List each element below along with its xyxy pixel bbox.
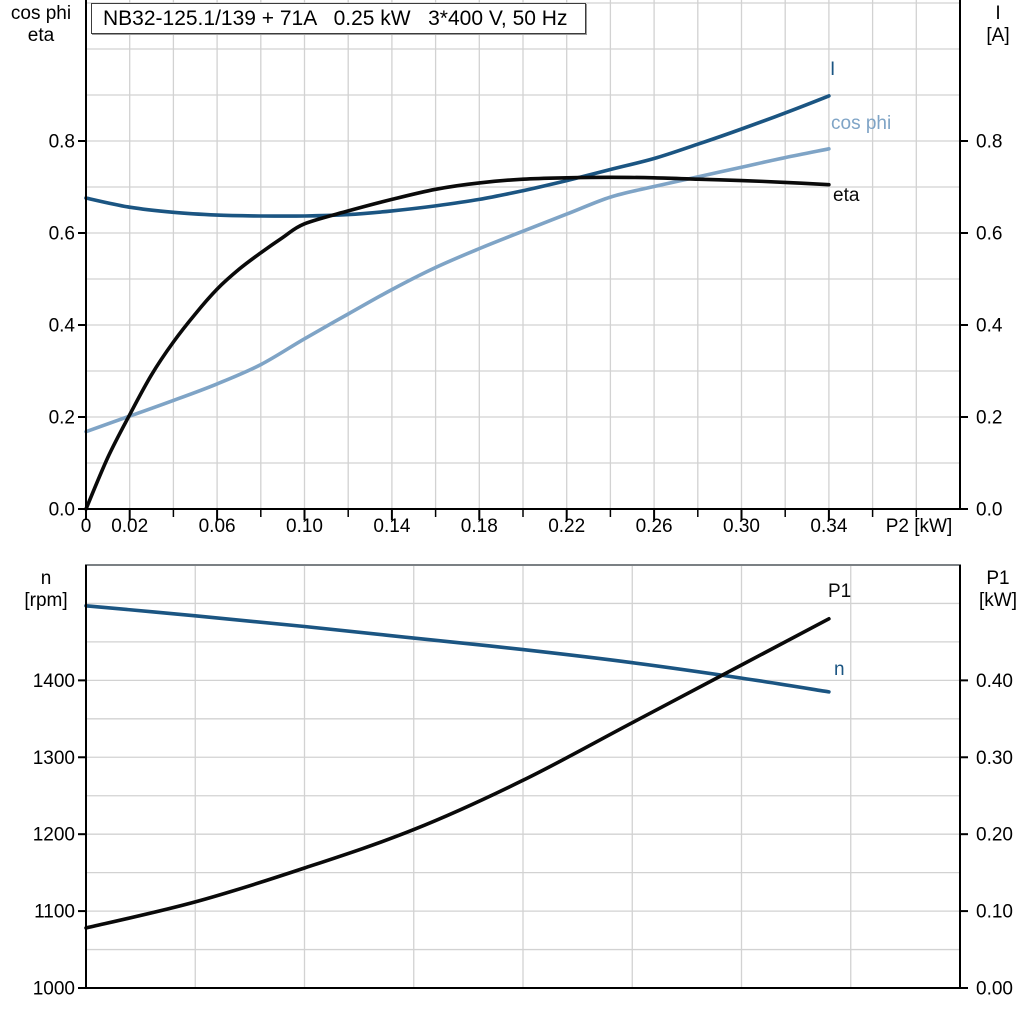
tick-label: 0.10 bbox=[976, 902, 1013, 923]
tick-label: 0.26 bbox=[636, 516, 673, 537]
tick-label: 0.6 bbox=[976, 224, 1002, 245]
tick-label: 0.18 bbox=[461, 516, 498, 537]
tick-label: 0.0 bbox=[49, 500, 75, 521]
tick-label: 0.10 bbox=[286, 516, 323, 537]
top-right-axis-line1: I bbox=[995, 3, 1001, 24]
chart-title: NB32-125.1/139 + 71A 0.25 kW 3*400 V, 50… bbox=[91, 3, 586, 34]
top-right-axis-line2: [A] bbox=[986, 25, 1010, 46]
bottom-left-axis-line1: n bbox=[40, 568, 52, 589]
tick-label: 0.2 bbox=[976, 408, 1002, 429]
curve-label-cos-phi: cos phi bbox=[831, 113, 892, 134]
tick-label: 0.4 bbox=[976, 316, 1003, 337]
series-path-I bbox=[84, 94, 831, 218]
tick-label: 0.00 bbox=[976, 979, 1013, 1000]
curve-label-eta: eta bbox=[833, 185, 860, 206]
tick-label: 0.6 bbox=[49, 224, 75, 245]
series-path-P1 bbox=[84, 617, 831, 930]
tick-label: 0.06 bbox=[199, 516, 236, 537]
tick-label: 0.02 bbox=[111, 516, 148, 537]
top-left-axis-line1: cos phi bbox=[10, 3, 72, 24]
top-left-axis-line2: eta bbox=[27, 25, 55, 46]
curve-label-p1: P1 bbox=[828, 581, 852, 602]
tick-label: 1300 bbox=[33, 748, 75, 769]
tick-label: 0.4 bbox=[49, 316, 76, 337]
tick-label: P2 [kW] bbox=[886, 516, 953, 537]
top-right-axis-header: I [A] bbox=[962, 3, 1024, 47]
tick-label: 0.22 bbox=[548, 516, 585, 537]
tick-label: 0.20 bbox=[976, 825, 1013, 846]
tick-label: 1000 bbox=[33, 979, 75, 1000]
tick-label: 0.8 bbox=[976, 132, 1002, 153]
bottom-left-axis-header: n [rpm] bbox=[10, 568, 82, 612]
curve-label-n: n bbox=[834, 659, 845, 680]
tick-label: 0.30 bbox=[723, 516, 760, 537]
tick-label: 0.8 bbox=[49, 132, 75, 153]
tick-label: 0 bbox=[81, 516, 92, 537]
tick-label: 1200 bbox=[33, 825, 75, 846]
tick-label: 0.40 bbox=[976, 671, 1013, 692]
tick-label: 0.30 bbox=[976, 748, 1013, 769]
tick-label: 0.14 bbox=[373, 516, 410, 537]
tick-label: 0.34 bbox=[810, 516, 847, 537]
bottom-right-axis-header: P1 [kW] bbox=[960, 568, 1024, 612]
bottom-left-axis-line2: [rpm] bbox=[24, 590, 68, 611]
curve-label-current: I bbox=[830, 59, 836, 80]
top-left-axis-header: cos phi eta bbox=[2, 3, 80, 47]
tick-label: 0.0 bbox=[976, 500, 1002, 521]
tick-label: 0.2 bbox=[49, 408, 75, 429]
bottom-right-axis-line1: P1 bbox=[986, 568, 1010, 589]
tick-label: 1400 bbox=[33, 671, 75, 692]
series-path-eta bbox=[84, 175, 831, 511]
tick-label: 1100 bbox=[34, 902, 75, 923]
bottom-right-axis-line2: [kW] bbox=[979, 590, 1017, 611]
series-path-cos-phi bbox=[84, 147, 831, 434]
